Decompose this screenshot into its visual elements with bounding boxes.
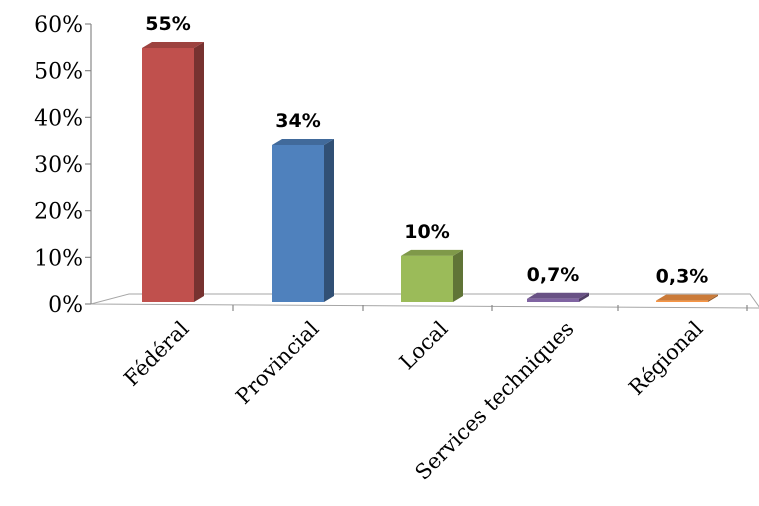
y-axis — [85, 23, 748, 311]
bar-side — [194, 42, 204, 302]
bar — [401, 249, 463, 302]
bar-side — [324, 138, 334, 302]
y-tick-label: 0% — [48, 293, 83, 318]
bar-top — [527, 292, 589, 299]
category-label: Fédéral — [119, 316, 193, 390]
bar-side — [579, 292, 589, 302]
y-tick-label: 10% — [34, 246, 83, 271]
bar-side — [453, 249, 463, 302]
bar-front — [656, 300, 708, 302]
y-tick-label: 20% — [34, 200, 83, 225]
bar — [142, 42, 204, 302]
bar — [527, 292, 589, 302]
y-tick-label: 30% — [34, 153, 83, 178]
bar-top — [272, 138, 334, 145]
data-label: 34% — [275, 110, 320, 132]
bar-front — [401, 255, 453, 302]
bar-top — [656, 294, 718, 301]
bar-side — [708, 294, 718, 302]
y-axis-tick-labels: 0% 10% 20% 30% 40% 50% 60% — [34, 13, 83, 318]
y-tick-label: 40% — [34, 106, 83, 131]
bars — [142, 42, 718, 302]
bar-top — [401, 249, 463, 256]
bar-top — [142, 42, 204, 48]
y-tick-label: 50% — [34, 60, 83, 85]
bar-front — [142, 48, 194, 302]
category-label: Local — [395, 316, 453, 374]
data-label: 0,7% — [527, 264, 580, 286]
bar-front — [527, 298, 579, 302]
bar — [656, 294, 718, 302]
data-label: 55% — [145, 13, 190, 35]
category-label: Régional — [624, 316, 707, 399]
bar — [272, 138, 334, 302]
category-label: Provincial — [231, 316, 324, 409]
data-label: 10% — [404, 221, 449, 243]
y-tick-label: 60% — [34, 13, 83, 38]
data-labels: 55% 34% 10% 0,7% 0,3% — [145, 13, 708, 288]
bar-front — [272, 144, 324, 302]
data-label: 0,3% — [656, 266, 709, 288]
